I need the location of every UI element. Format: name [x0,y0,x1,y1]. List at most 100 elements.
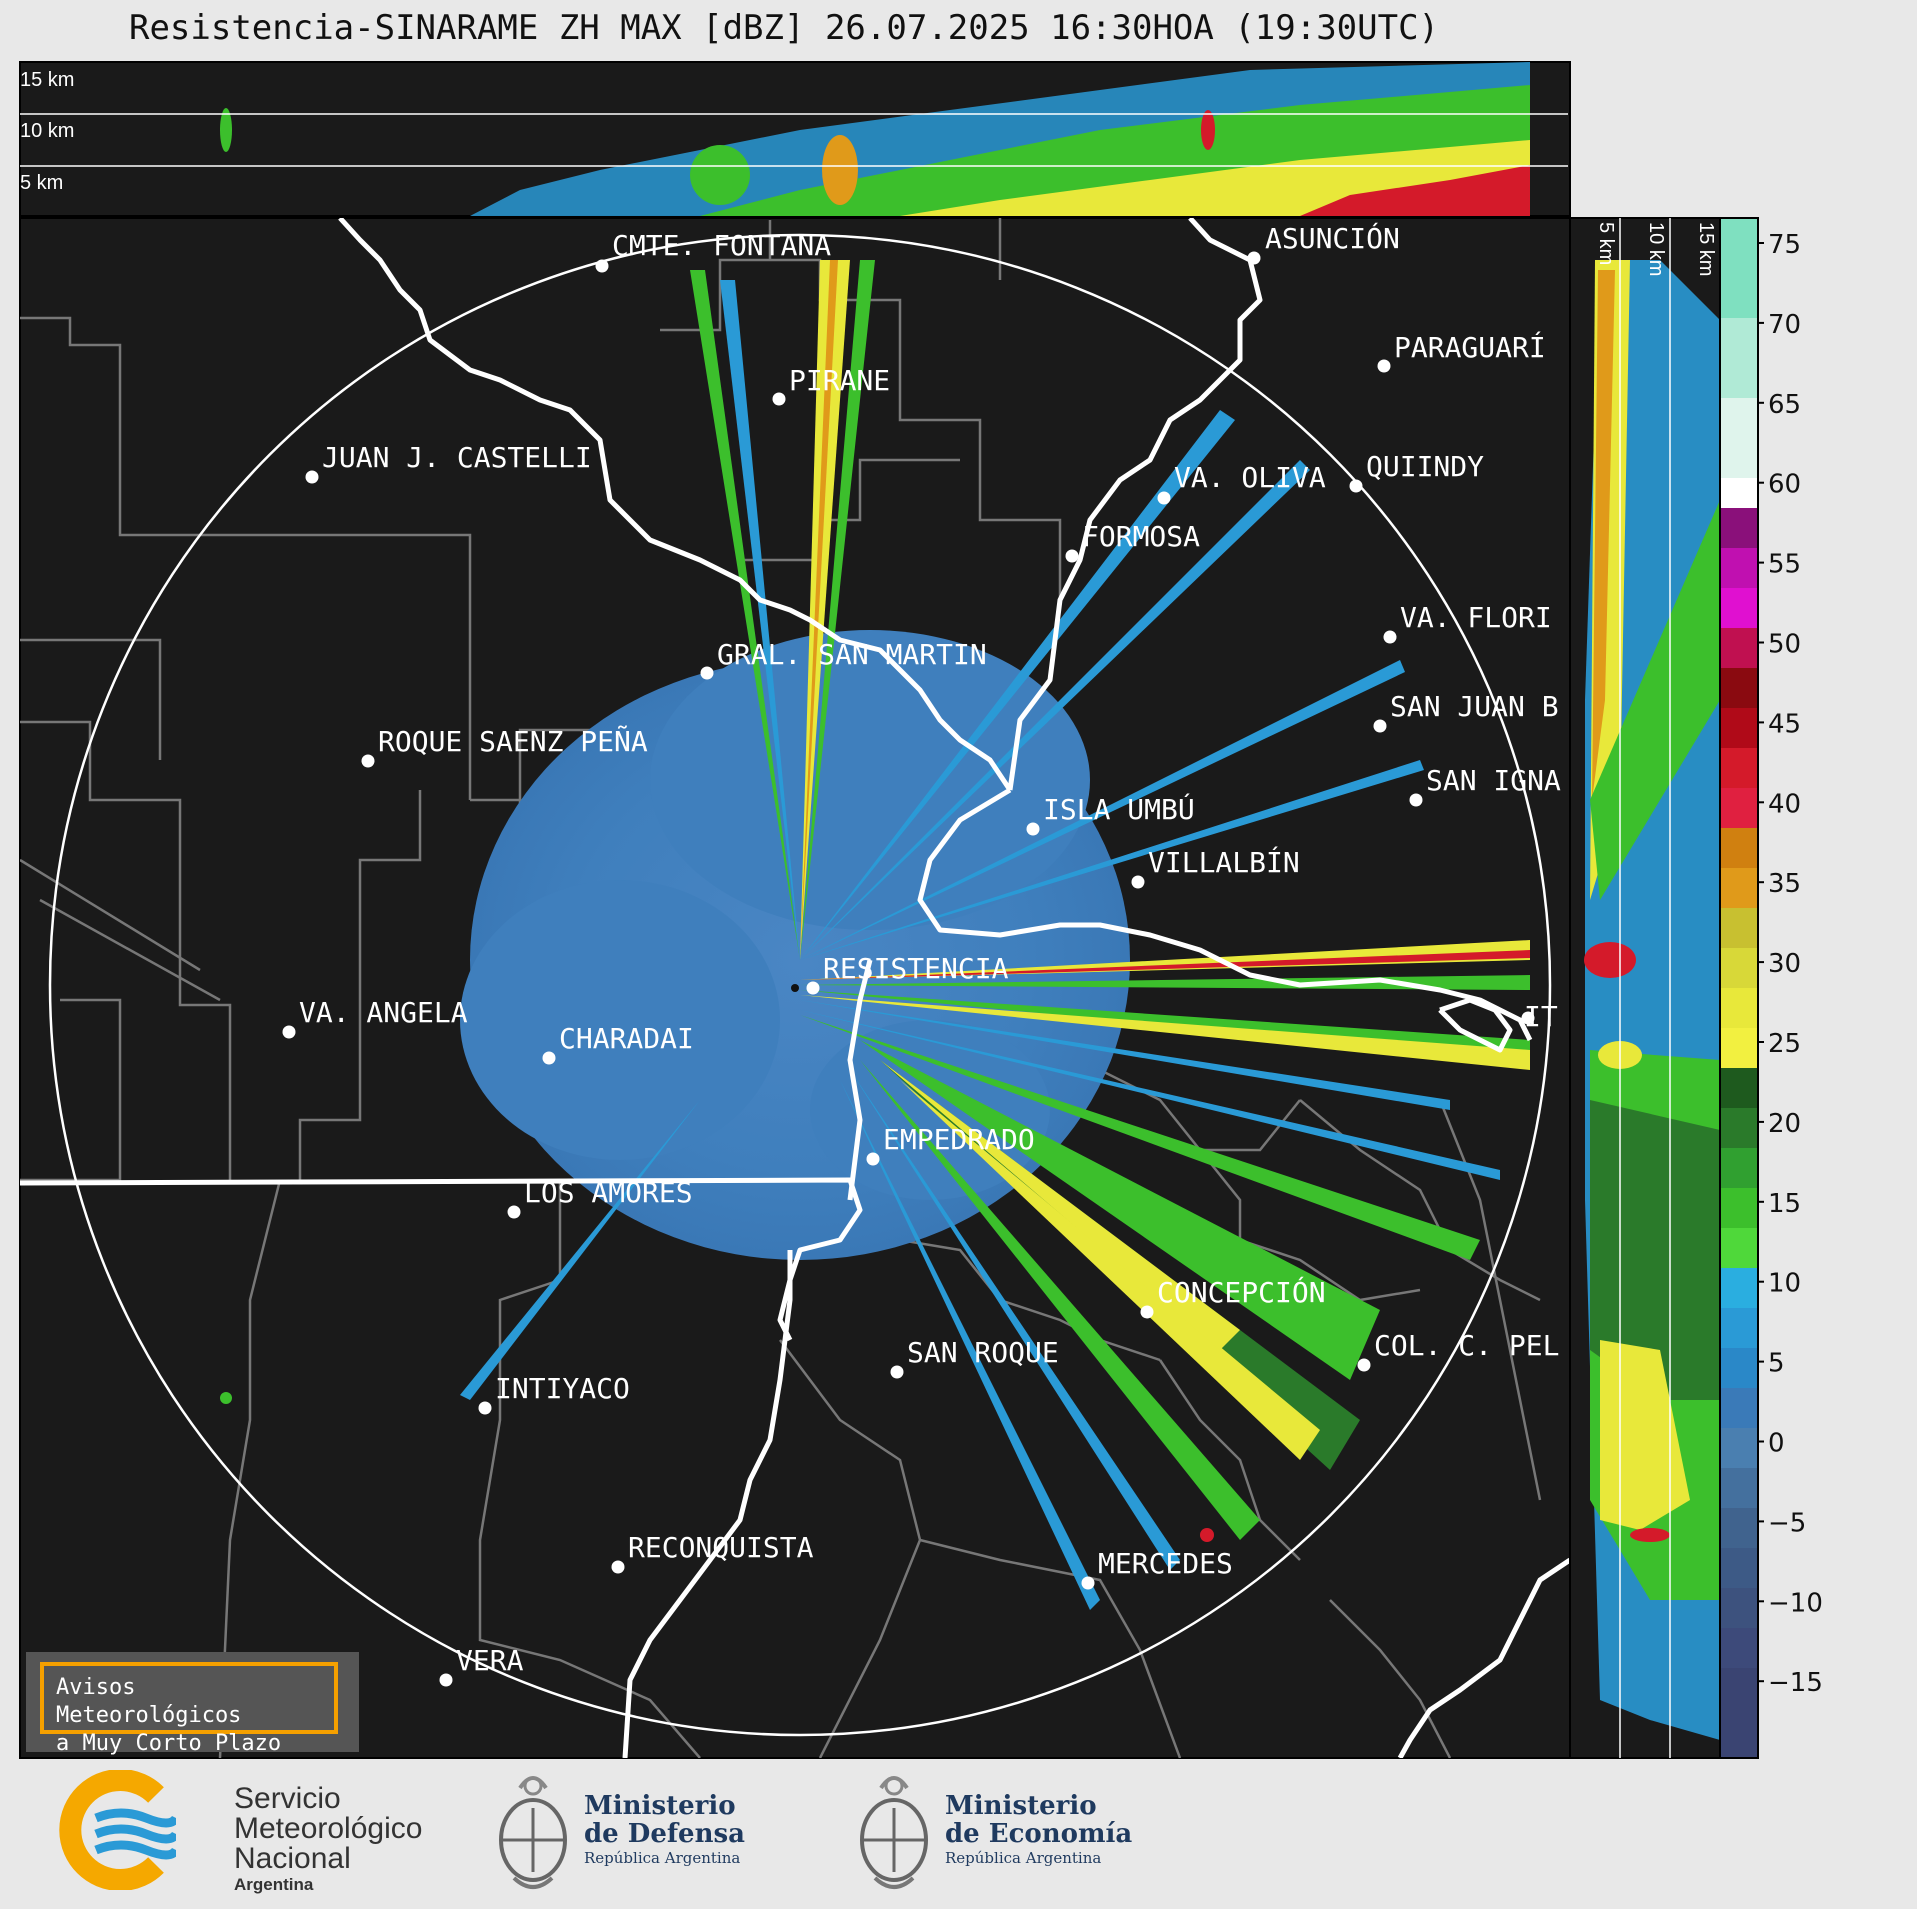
city-label: VA. ANGELA [299,996,468,1029]
right-height-panel [1569,217,1721,1759]
city-label: CHARADAI [559,1022,694,1055]
city-dot [866,1152,880,1166]
right-label-10km: 10 km [1645,222,1667,276]
colorbar-tick-label: 5 [1768,1349,1785,1379]
colorbar-tick-label: 55 [1768,550,1801,580]
city-label: QUIINDY [1366,450,1484,483]
city-dot [361,754,375,768]
city-dot [282,1025,296,1039]
city-label: PIRANE [789,364,890,397]
colorbar-tick-label: 0 [1768,1429,1785,1459]
city-dot [1131,875,1145,889]
city-marker: CHARADAI [542,1022,694,1065]
defensa-logo: Ministerio de Defensa República Argentin… [494,1760,754,1900]
city-markers: CMTE. FONTANA ASUNCIÓN PARAGUARÍ PIRANE JUAN… [282,221,1561,1687]
city-label: FORMOSA [1082,520,1200,553]
city-dot [478,1401,492,1415]
city-marker: SAN JUAN B [1373,690,1559,733]
argentina-shield-icon [860,1776,928,1889]
city-marker: CONCEPCIÓN [1140,1275,1326,1319]
city-dot [1357,1358,1371,1372]
city-dot [1065,549,1079,563]
city-label: VA. FLORI [1400,601,1552,634]
radar-figure: 15 km 10 km 5 km [19,61,1823,1759]
city-marker: JUAN J. CASTELLI [305,441,592,484]
economia-logo: Ministerio de Economía República Argenti… [855,1760,1135,1900]
city-dot [439,1673,453,1687]
city-label: ISLA UMBÚ [1043,792,1195,826]
city-label: INTIYACO [495,1372,630,1405]
smn-name: Servicio Meteorológico Nacional Argentin… [234,1782,423,1895]
colorbar-tick-label: −10 [1768,1588,1823,1618]
city-marker: LOS AMORES [507,1176,693,1219]
city-marker: FORMOSA [1065,520,1200,563]
radar-map [19,217,1571,1759]
city-label: RECONQUISTA [628,1531,814,1564]
colorbar-tick-label: 10 [1768,1269,1801,1299]
radar-site [791,984,799,992]
city-label: SAN ROQUE [907,1336,1059,1369]
city-label: SAN IGNA [1426,764,1561,797]
city-label: LOS AMORES [524,1176,693,1209]
city-label: GRAL. SAN MARTIN [717,638,987,671]
city-marker: PARAGUARÍ [1377,330,1546,373]
city-marker: RESISTENCIA [806,952,1009,995]
top-height-panel [19,61,1571,217]
alert-line-2: a Muy Corto Plazo [56,1731,282,1756]
city-marker: VILLALBÍN [1131,845,1300,889]
city-marker: ISLA UMBÚ [1026,792,1195,836]
city-marker: CMTE. FONTANA [595,229,831,273]
city-label: PARAGUARÍ [1394,330,1546,364]
city-label: EMPEDRADO [883,1123,1035,1156]
city-label: VA. OLIVA [1174,461,1326,494]
city-marker: VA. ANGELA [282,996,468,1039]
colorbar-tick-label: 60 [1768,470,1801,500]
city-marker: IT [1521,1000,1558,1033]
city-label: ASUNCIÓN [1265,221,1400,255]
colorbar-tick-label: −15 [1768,1668,1823,1698]
city-marker: ASUNCIÓN [1247,221,1400,265]
city-dot [890,1365,904,1379]
city-dot [1349,479,1363,493]
city-marker: QUIINDY [1349,450,1484,493]
smn-logo: Servicio Meteorológico Nacional Argentin… [56,1760,422,1900]
colorbar-tick-label: 25 [1768,1029,1801,1059]
colorbar-tick-label: 45 [1768,709,1801,739]
alert-box-frame[interactable]: Avisos Meteorológicos a Muy Corto Plazo [40,1662,338,1756]
smn-emblem-icon [59,1770,176,1890]
colorbar-tick-label: 65 [1768,390,1801,420]
city-label: IT [1524,1000,1558,1033]
city-label: ROQUE SAENZ PEÑA [378,724,648,758]
city-marker: SAN ROQUE [890,1336,1059,1379]
city-dot [1247,251,1261,265]
defensa-name: Ministerio de Defensa República Argentin… [584,1791,745,1867]
city-dot [806,981,820,995]
city-label: CONCEPCIÓN [1157,1275,1326,1309]
city-marker: INTIYACO [478,1372,630,1415]
colorbar-tick-label: 20 [1768,1109,1801,1139]
city-marker: EMPEDRADO [866,1123,1035,1166]
city-label: SAN JUAN B [1390,690,1559,723]
colorbar-tick-label: 30 [1768,949,1801,979]
city-marker: VERA [439,1644,524,1687]
city-dot [542,1051,556,1065]
city-marker: VA. OLIVA [1157,461,1326,505]
top-label-5km: 5 km [20,172,63,194]
colorbar-tick-label: 50 [1768,630,1801,660]
radar-echoes [220,260,1530,1610]
economia-name: Ministerio de Economía República Argenti… [945,1791,1133,1867]
city-dot [595,259,609,273]
city-dot [1383,630,1397,644]
alert-box[interactable]: Avisos Meteorológicos a Muy Corto Plazo [26,1652,359,1756]
city-label: RESISTENCIA [823,952,1009,985]
footer: Servicio Meteorológico Nacional Argentin… [0,1760,1917,1909]
city-label: JUAN J. CASTELLI [322,441,592,474]
colorbar-tick-label: 40 [1768,789,1801,819]
top-label-10km: 10 km [20,120,74,142]
city-dot [1377,359,1391,373]
right-label-5km: 5 km [1595,222,1617,265]
city-dot [507,1205,521,1219]
city-dot [1157,491,1171,505]
city-marker: RECONQUISTA [611,1531,814,1574]
alert-line-1: Avisos Meteorológicos [56,1675,242,1728]
